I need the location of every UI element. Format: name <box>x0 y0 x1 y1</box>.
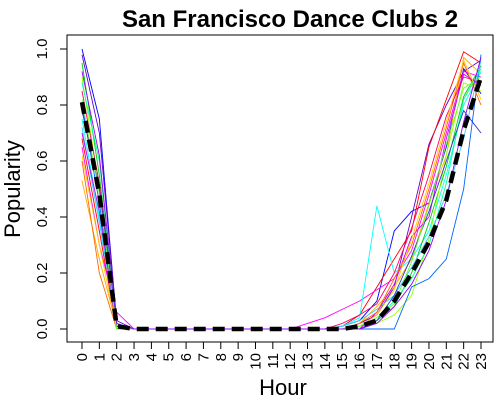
series-line-12 <box>81 61 482 330</box>
series-line-16 <box>81 58 482 330</box>
x-tick-label: 15 <box>334 353 351 370</box>
series-line-10 <box>81 60 482 330</box>
x-tick-label: 17 <box>369 353 386 370</box>
mean-line <box>79 76 484 332</box>
y-tick-label: 0.6 <box>34 151 51 172</box>
x-tick-label: 23 <box>473 353 490 370</box>
x-tick-label: 5 <box>161 353 178 361</box>
x-tick-label: 8 <box>213 353 230 361</box>
x-tick-label: 0 <box>74 353 91 361</box>
x-tick-label: 11 <box>265 353 282 369</box>
x-tick-label: 16 <box>352 353 369 370</box>
series-line-11 <box>81 73 482 330</box>
x-tick-label: 12 <box>282 353 299 370</box>
x-axis-label: Hour <box>259 375 307 400</box>
y-axis-label: Popularity <box>0 140 25 238</box>
series-layer <box>81 48 482 330</box>
series-line-6 <box>81 56 482 330</box>
x-tick-label: 10 <box>247 353 264 370</box>
series-line-2 <box>81 54 482 330</box>
x-tick-label: 18 <box>386 353 403 370</box>
series-line-3 <box>81 51 482 330</box>
series-line-8 <box>81 76 482 330</box>
y-tick-label: 1.0 <box>34 39 51 60</box>
y-axis: 0.0 0.2 0.4 0.6 0.8 1.0 <box>34 39 68 340</box>
chart-title: San Francisco Dance Clubs 2 <box>122 6 458 33</box>
y-tick-label: 0.0 <box>34 319 51 340</box>
series-line-1 <box>81 48 482 330</box>
x-tick-label: 4 <box>143 353 160 361</box>
y-tick-label: 0.2 <box>34 263 51 284</box>
x-tick-label: 2 <box>109 353 126 361</box>
x-tick-label: 14 <box>317 353 334 370</box>
series-line-7 <box>81 62 482 330</box>
y-tick-label: 0.8 <box>34 95 51 116</box>
x-tick-label: 19 <box>404 353 421 370</box>
x-tick-label: 22 <box>456 353 473 370</box>
x-axis: 0 1 2 3 4 5 6 7 8 9 10 11 12 13 14 15 16 17 18 19 20 21 22 23 <box>74 341 490 370</box>
x-tick-label: 13 <box>300 353 317 370</box>
series-line-13 <box>81 76 482 330</box>
series-line-18 <box>81 57 482 330</box>
mean-layer <box>79 76 484 332</box>
series-line-17 <box>81 76 482 330</box>
y-tick-label: 0.4 <box>34 207 51 228</box>
x-tick-label: 3 <box>126 353 143 361</box>
x-tick-label: 21 <box>438 353 455 370</box>
x-tick-label: 9 <box>230 353 247 361</box>
x-tick-label: 6 <box>178 353 195 361</box>
x-tick-label: 20 <box>421 353 438 370</box>
x-tick-label: 7 <box>195 353 212 361</box>
series-line-9 <box>81 54 482 330</box>
x-tick-label: 1 <box>91 353 108 361</box>
